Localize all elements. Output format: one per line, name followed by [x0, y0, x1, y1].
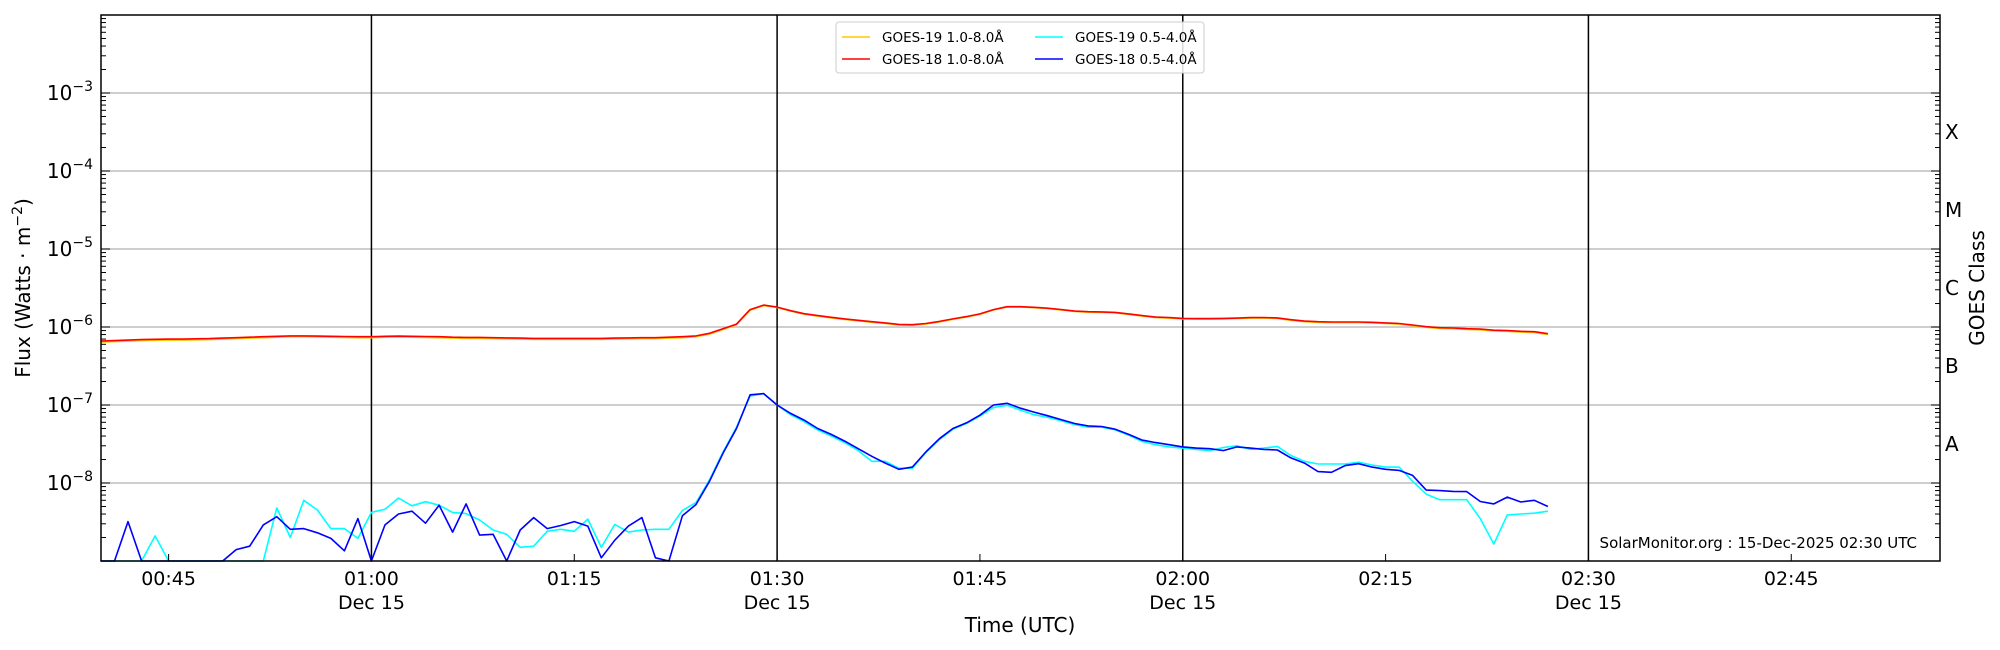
x-tick-label: 01:00 [344, 568, 399, 590]
y-tick-exponent: −8 [72, 469, 93, 485]
y-tick-label: 10−3 [47, 79, 93, 105]
x-tick-date-label: Dec 15 [1555, 592, 1622, 614]
y-tick-label: 10−5 [47, 235, 93, 261]
y-tick-exponent: −7 [72, 391, 93, 407]
y-tick-base: 10 [47, 471, 72, 495]
y-tick-label: 10−4 [47, 157, 93, 183]
x-tick-label: 02:00 [1155, 568, 1210, 590]
x-axis-label: Time (UTC) [964, 613, 1076, 637]
legend-label: GOES-18 0.5-4.0Å [1075, 51, 1197, 68]
goes-class-label: X [1945, 120, 1959, 144]
y-tick-base: 10 [47, 237, 72, 261]
legend-label: GOES-18 1.0-8.0Å [882, 51, 1004, 68]
y-tick-base: 10 [47, 315, 72, 339]
y-tick-base: 10 [47, 159, 72, 183]
x-tick-date-label: Dec 15 [1149, 592, 1216, 614]
series-lines [100, 304, 1549, 562]
y-tick-exponent: −6 [72, 313, 93, 329]
goes-class-label: M [1945, 198, 1962, 222]
legend-label: GOES-19 1.0-8.0Å [882, 29, 1004, 46]
y-axis-label: Flux (Watts · m−2) [10, 198, 35, 378]
series-line [100, 304, 1549, 342]
y-tick-labels: 10−310−410−510−610−710−8 [47, 79, 93, 495]
goes-class-label: A [1945, 432, 1959, 456]
y-tick-base: 10 [47, 81, 72, 105]
watermark-annotation: SolarMonitor.org : 15-Dec-2025 02:30 UTC [1600, 534, 1917, 552]
axis-ticks [101, 14, 1940, 562]
y-tick-base: 10 [47, 393, 72, 417]
y2-axis-label: GOES Class [1965, 230, 1989, 346]
x-tick-label: 02:30 [1561, 568, 1616, 590]
y-tick-exponent: −5 [72, 235, 93, 251]
goes-class-labels: X M C B A [1945, 120, 1962, 456]
y-tick-label: 10−8 [47, 469, 93, 495]
y-axis-label-prefix: Flux (Watts · m [11, 227, 35, 378]
x-tick-label: 02:15 [1358, 568, 1413, 590]
x-tick-label: 01:30 [750, 568, 805, 590]
y-tick-label: 10−6 [47, 313, 93, 339]
y-tick-exponent: −4 [72, 157, 93, 173]
goes-class-label: B [1945, 354, 1959, 378]
legend-box [835, 21, 1205, 74]
x-tick-label: 00:45 [141, 568, 196, 590]
day-marker-lines [370, 15, 1590, 561]
y-tick-exponent: −3 [72, 79, 93, 95]
series-line [101, 392, 1549, 562]
legend-label: GOES-19 0.5-4.0Å [1075, 29, 1197, 46]
plot-frame [100, 14, 1941, 562]
x-tick-label: 01:45 [953, 568, 1008, 590]
series-line [101, 392, 1549, 562]
x-tick-date-label: Dec 15 [744, 592, 811, 614]
y-axis-label-suffix: ) [11, 198, 35, 206]
x-tick-label: 02:45 [1764, 568, 1819, 590]
x-tick-label: 01:15 [547, 568, 602, 590]
goes-class-label: C [1945, 276, 1959, 300]
gridlines [101, 92, 1940, 484]
x-tick-date-label: Dec 15 [338, 592, 405, 614]
legend: GOES-19 1.0-8.0Å GOES-18 1.0-8.0Å GOES-19 … [835, 21, 1205, 74]
y-axis-label-exponent: −2 [10, 206, 26, 227]
y-tick-label: 10−7 [47, 391, 93, 417]
